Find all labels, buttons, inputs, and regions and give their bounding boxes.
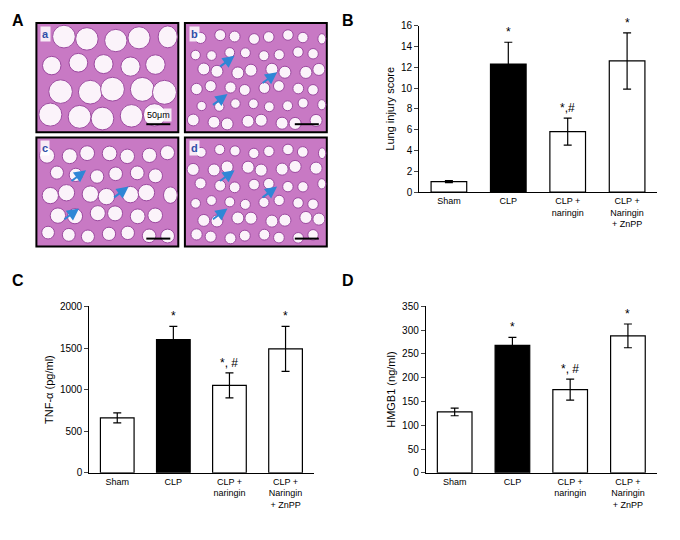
svg-text:16: 16 xyxy=(401,20,413,31)
svg-text:*: * xyxy=(171,309,176,323)
svg-text:*, #: *, # xyxy=(220,356,238,370)
svg-text:CLP +naringin: CLP +naringin xyxy=(552,196,584,218)
svg-text:b: b xyxy=(191,28,198,40)
svg-text:*: * xyxy=(625,16,630,30)
svg-text:2000: 2000 xyxy=(60,301,83,312)
svg-text:CLP +Naringin+ ZnPP: CLP +Naringin+ ZnPP xyxy=(610,196,644,229)
svg-text:CLP +Naringin+ ZnPP: CLP +Naringin+ ZnPP xyxy=(611,477,645,510)
svg-text:CLP +naringin: CLP +naringin xyxy=(554,477,586,499)
svg-text:*: * xyxy=(283,309,288,323)
svg-text:0: 0 xyxy=(413,467,419,478)
svg-text:14: 14 xyxy=(401,41,413,52)
svg-text:c: c xyxy=(42,142,48,154)
svg-text:*, #: *, # xyxy=(561,362,579,376)
svg-text:d: d xyxy=(191,142,198,154)
svg-text:0: 0 xyxy=(407,187,413,198)
svg-text:8: 8 xyxy=(407,103,413,114)
svg-text:Sham: Sham xyxy=(443,477,467,487)
svg-text:*: * xyxy=(506,25,511,39)
svg-text:TNF-α (pg/ml): TNF-α (pg/ml) xyxy=(43,355,55,424)
svg-text:D: D xyxy=(342,272,354,289)
svg-text:a: a xyxy=(42,28,49,40)
svg-text:*,#: *,# xyxy=(560,101,575,115)
svg-text:10: 10 xyxy=(401,83,413,94)
svg-text:CLP: CLP xyxy=(504,477,522,487)
svg-text:B: B xyxy=(342,12,354,29)
svg-text:6: 6 xyxy=(407,124,413,135)
svg-text:200: 200 xyxy=(402,372,419,383)
svg-text:Lung injury score: Lung injury score xyxy=(384,67,396,151)
svg-text:*: * xyxy=(510,320,515,334)
svg-text:1000: 1000 xyxy=(60,384,83,395)
svg-text:250: 250 xyxy=(402,348,419,359)
svg-text:500: 500 xyxy=(66,426,83,437)
svg-text:A: A xyxy=(12,12,24,29)
svg-text:12: 12 xyxy=(401,62,413,73)
svg-text:*: * xyxy=(625,307,630,321)
svg-text:HMGB1 (ng/ml): HMGB1 (ng/ml) xyxy=(385,351,397,427)
svg-text:50: 50 xyxy=(408,444,420,455)
svg-text:0: 0 xyxy=(77,467,83,478)
svg-text:50μm: 50μm xyxy=(147,110,170,120)
svg-text:2: 2 xyxy=(407,166,413,177)
svg-text:Sham: Sham xyxy=(105,477,129,487)
svg-text:Sham: Sham xyxy=(437,196,461,206)
svg-text:CLP: CLP xyxy=(500,196,518,206)
svg-text:CLP +naringin: CLP +naringin xyxy=(213,477,245,499)
svg-text:350: 350 xyxy=(402,301,419,312)
svg-text:CLP: CLP xyxy=(165,477,183,487)
svg-text:C: C xyxy=(12,272,24,289)
svg-text:150: 150 xyxy=(402,396,419,407)
svg-text:CLP +Naringin+ ZnPP: CLP +Naringin+ ZnPP xyxy=(269,477,303,510)
svg-text:1500: 1500 xyxy=(60,343,83,354)
svg-text:100: 100 xyxy=(402,420,419,431)
svg-text:4: 4 xyxy=(407,145,413,156)
svg-text:300: 300 xyxy=(402,325,419,336)
